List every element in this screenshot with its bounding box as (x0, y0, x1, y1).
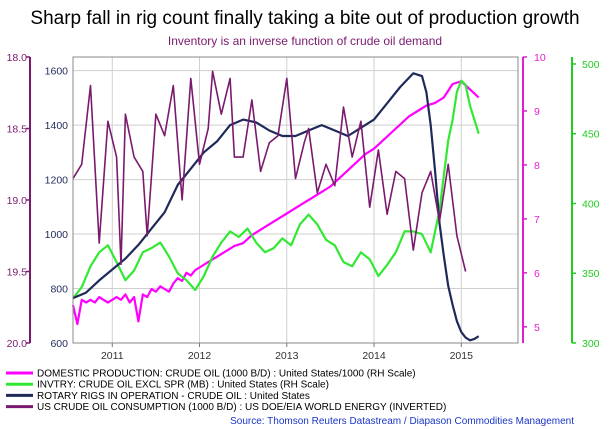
production-tick-label: 6 (534, 268, 540, 280)
inventory-tick-label: 300 (582, 338, 600, 350)
x-tick-label: 2014 (362, 350, 386, 362)
production-tick-label: 7 (534, 214, 540, 226)
consumption-tick-label: 19.0 (7, 195, 28, 207)
source-note: Source: Thomson Reuters Datastream / Dia… (230, 416, 574, 427)
legend: DOMESTIC PRODUCTION: CRUDE OIL (1000 B/D… (6, 369, 446, 413)
legend-label: US CRUDE OIL CONSUMPTION (1000 B/D) : US… (37, 402, 446, 413)
x-tick-label: 2011 (101, 350, 124, 362)
inventory-tick-label: 500 (582, 59, 600, 71)
consumption-tick-label: 18.0 (7, 52, 28, 64)
consumption-tick-label: 20.0 (7, 338, 28, 350)
series-line-rigs (72, 72, 480, 342)
series-line-consumption (72, 70, 467, 272)
legend-label: INVTRY: CRUDE OIL EXCL SPR (MB) : United… (37, 380, 329, 391)
production-tick-label: 9 (534, 106, 540, 118)
chart-title: Sharp fall in rig count finally taking a… (30, 8, 579, 29)
rigs-tick-label: 800 (50, 284, 68, 296)
x-tick-label: 2015 (450, 350, 474, 362)
legend-label: DOMESTIC PRODUCTION: CRUDE OIL (1000 B/D… (37, 369, 416, 380)
axes: 2011 2012 2013 2014 2015 18.0 18.5 19.0 19.5 20.0… (7, 52, 600, 362)
x-tick-label: 2012 (188, 350, 212, 362)
production-tick-label: 5 (534, 322, 540, 334)
inventory-tick-label: 400 (582, 198, 600, 210)
legend-label: ROTARY RIGS IN OPERATION - CRUDE OIL : U… (37, 391, 310, 402)
plot-frame (72, 56, 519, 344)
consumption-tick-label: 19.5 (7, 267, 28, 279)
chart-subtitle: Inventory is an inverse function of crud… (168, 34, 442, 48)
series-line-inventory (72, 79, 480, 300)
inventory-tick-label: 350 (582, 268, 600, 280)
inventory-tick-label: 450 (582, 129, 600, 141)
series-lines (71, 70, 480, 342)
consumption-tick-label: 18.5 (7, 124, 28, 136)
production-tick-label: 10 (534, 52, 546, 64)
rigs-tick-label: 1600 (45, 66, 69, 78)
rigs-tick-label: 1200 (45, 175, 69, 187)
x-tick-label: 2013 (275, 350, 299, 362)
rigs-tick-label: 1000 (45, 229, 69, 241)
rigs-tick-label: 600 (50, 338, 68, 350)
production-tick-label: 8 (534, 160, 540, 172)
rigs-tick-label: 1400 (45, 120, 69, 132)
series-line-production (71, 80, 480, 326)
